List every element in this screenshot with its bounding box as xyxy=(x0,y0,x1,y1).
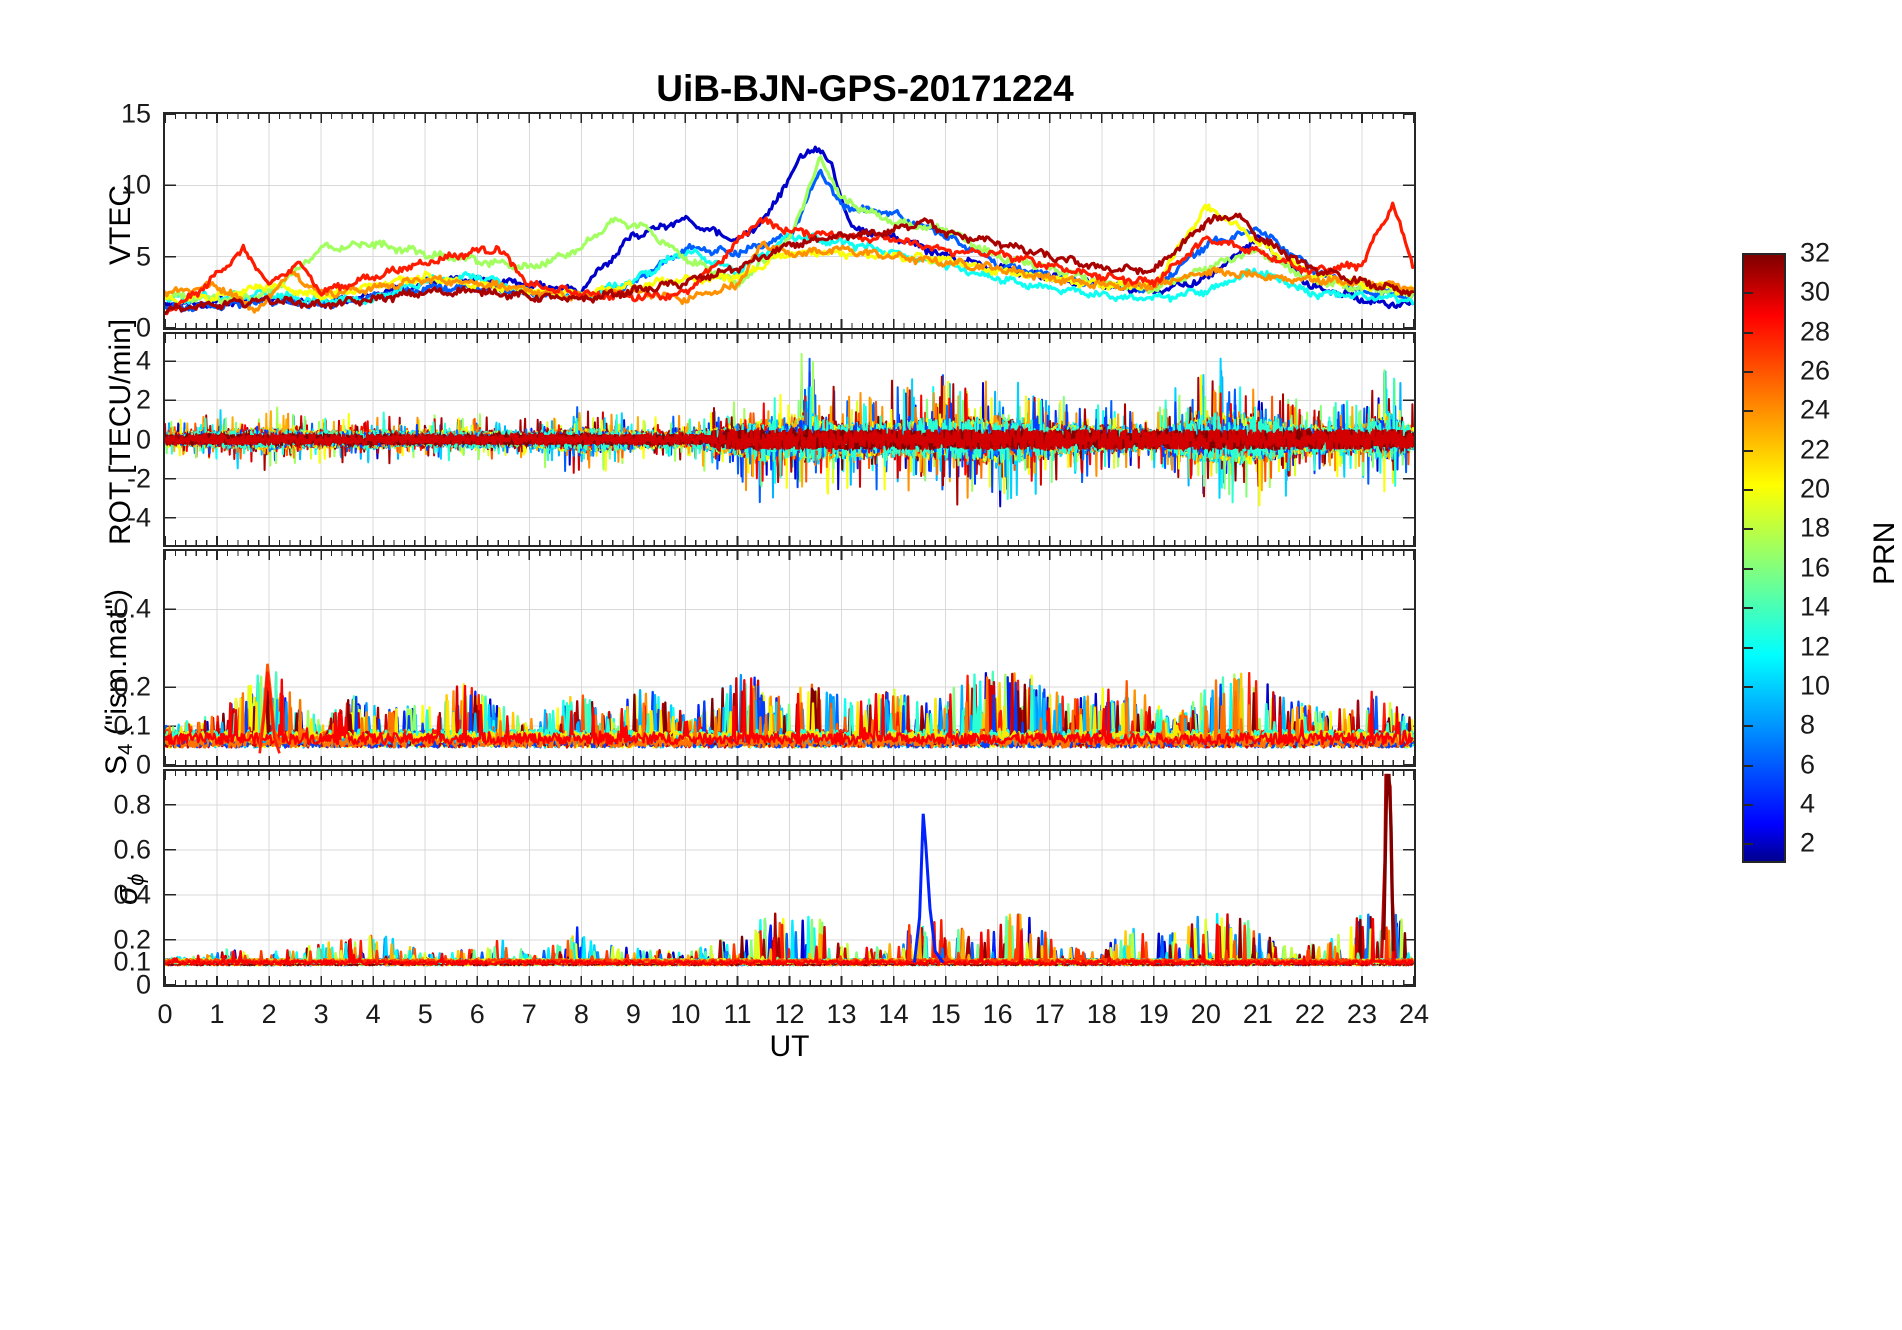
y-tick-label: 0 xyxy=(135,312,151,343)
x-tick-label: 18 xyxy=(1086,999,1117,1029)
prn-colorbar[interactable] xyxy=(1742,253,1786,863)
colorbar-tick-label: 24 xyxy=(1800,394,1831,425)
x-tick-label: 19 xyxy=(1138,999,1169,1029)
colorbar-tick xyxy=(1742,725,1753,728)
colorbar-title: PRN xyxy=(1868,521,1901,585)
colorbar-tick-label: 16 xyxy=(1800,552,1831,583)
colorbar-tick-label: 18 xyxy=(1800,512,1831,543)
x-tick-label: 13 xyxy=(826,999,857,1029)
colorbar-tick-label: 4 xyxy=(1800,788,1816,819)
x-tick-label: 17 xyxy=(1034,999,1065,1029)
x-tick-label: 23 xyxy=(1346,999,1377,1029)
y-tick-label: 0.1 xyxy=(113,946,151,977)
x-tick-label: 16 xyxy=(982,999,1013,1029)
x-tick-label: 0 xyxy=(157,999,173,1029)
colorbar-tick-label: 30 xyxy=(1800,276,1831,307)
x-tick-label: 7 xyxy=(521,999,537,1029)
colorbar-tick xyxy=(1742,803,1753,806)
colorbar-tick-label: 6 xyxy=(1800,749,1816,780)
x-tick-label: 4 xyxy=(365,999,381,1029)
sigma-phi-plot-area xyxy=(165,771,1414,985)
colorbar-tick xyxy=(1742,528,1753,531)
y-tick-label: 2 xyxy=(135,384,151,415)
colorbar-tick-label: 12 xyxy=(1800,631,1831,662)
y-tick-label: 10 xyxy=(120,169,151,200)
figure-title: UiB-BJN-GPS-20171224 xyxy=(656,68,1074,109)
subplot-s4 xyxy=(163,549,1416,767)
x-tick-label: 21 xyxy=(1242,999,1273,1029)
colorbar-tick-label: 14 xyxy=(1800,591,1831,622)
colorbar-tick xyxy=(1742,646,1753,649)
y-tick-label: -2 xyxy=(126,463,151,494)
colorbar-tick xyxy=(1742,292,1753,295)
subplot-vtec xyxy=(163,112,1416,330)
colorbar-tick-label: 22 xyxy=(1800,434,1831,465)
y-tick-label: 15 xyxy=(120,98,151,129)
colorbar-tick xyxy=(1742,331,1753,334)
subplot-rot xyxy=(163,332,1416,547)
colorbar-tick-label: 8 xyxy=(1800,709,1816,740)
rot-plot-area xyxy=(165,334,1414,545)
colorbar-tick xyxy=(1742,371,1753,374)
x-tick-label: 3 xyxy=(313,999,329,1029)
colorbar-tick xyxy=(1742,607,1753,610)
x-axis-title: UT xyxy=(769,1030,810,1063)
x-tick-label: 6 xyxy=(469,999,485,1029)
x-tick-label: 14 xyxy=(878,999,909,1029)
colorbar-container xyxy=(1742,253,1786,863)
x-tick-label: 5 xyxy=(417,999,433,1029)
y-tick-label: 0.4 xyxy=(113,593,151,624)
colorbar-tick xyxy=(1742,567,1753,570)
y-tick-label: 0.4 xyxy=(113,879,151,910)
x-tick-label: 15 xyxy=(930,999,961,1029)
x-tick-label: 1 xyxy=(209,999,225,1029)
colorbar-tick-label: 26 xyxy=(1800,355,1831,386)
x-tick-label: 9 xyxy=(625,999,641,1029)
y-tick-label: 0.8 xyxy=(113,789,151,820)
y-tick-label: 0 xyxy=(135,749,151,780)
x-tick-label: 22 xyxy=(1294,999,1325,1029)
x-tick-label: 20 xyxy=(1190,999,1221,1029)
vtec-plot-area xyxy=(165,114,1414,328)
y-tick-label: 0 xyxy=(135,424,151,454)
y-tick-label: 5 xyxy=(135,241,151,272)
colorbar-tick-label: 32 xyxy=(1800,237,1831,268)
y-tick-label: 0.2 xyxy=(113,671,151,702)
x-tick-label: 8 xyxy=(573,999,589,1029)
subplot-sigma-phi xyxy=(163,769,1416,987)
colorbar-tick-label: 10 xyxy=(1800,670,1831,701)
x-tick-label: 10 xyxy=(670,999,701,1029)
colorbar-tick xyxy=(1742,489,1753,492)
colorbar-tick xyxy=(1742,685,1753,688)
y-tick-label: 0.2 xyxy=(113,924,151,955)
y-tick-label: 0.1 xyxy=(113,710,151,741)
x-tick-label: 12 xyxy=(774,999,805,1029)
s4-plot-area xyxy=(165,551,1414,765)
y-tick-label: 0 xyxy=(135,969,151,1000)
colorbar-tick xyxy=(1742,843,1753,846)
x-tick-label: 2 xyxy=(261,999,277,1029)
colorbar-tick-label: 2 xyxy=(1800,827,1816,858)
x-tick-label: 24 xyxy=(1398,999,1430,1029)
x-tick-label: 11 xyxy=(723,999,752,1029)
y-tick-label: -4 xyxy=(126,502,151,533)
colorbar-tick xyxy=(1742,449,1753,452)
colorbar-tick-label: 28 xyxy=(1800,316,1831,347)
colorbar-tick xyxy=(1742,764,1753,767)
y-tick-label: 4 xyxy=(135,345,151,376)
colorbar-tick xyxy=(1742,410,1753,413)
y-tick-label: 0.6 xyxy=(113,834,151,865)
colorbar-tick-label: 20 xyxy=(1800,473,1831,504)
